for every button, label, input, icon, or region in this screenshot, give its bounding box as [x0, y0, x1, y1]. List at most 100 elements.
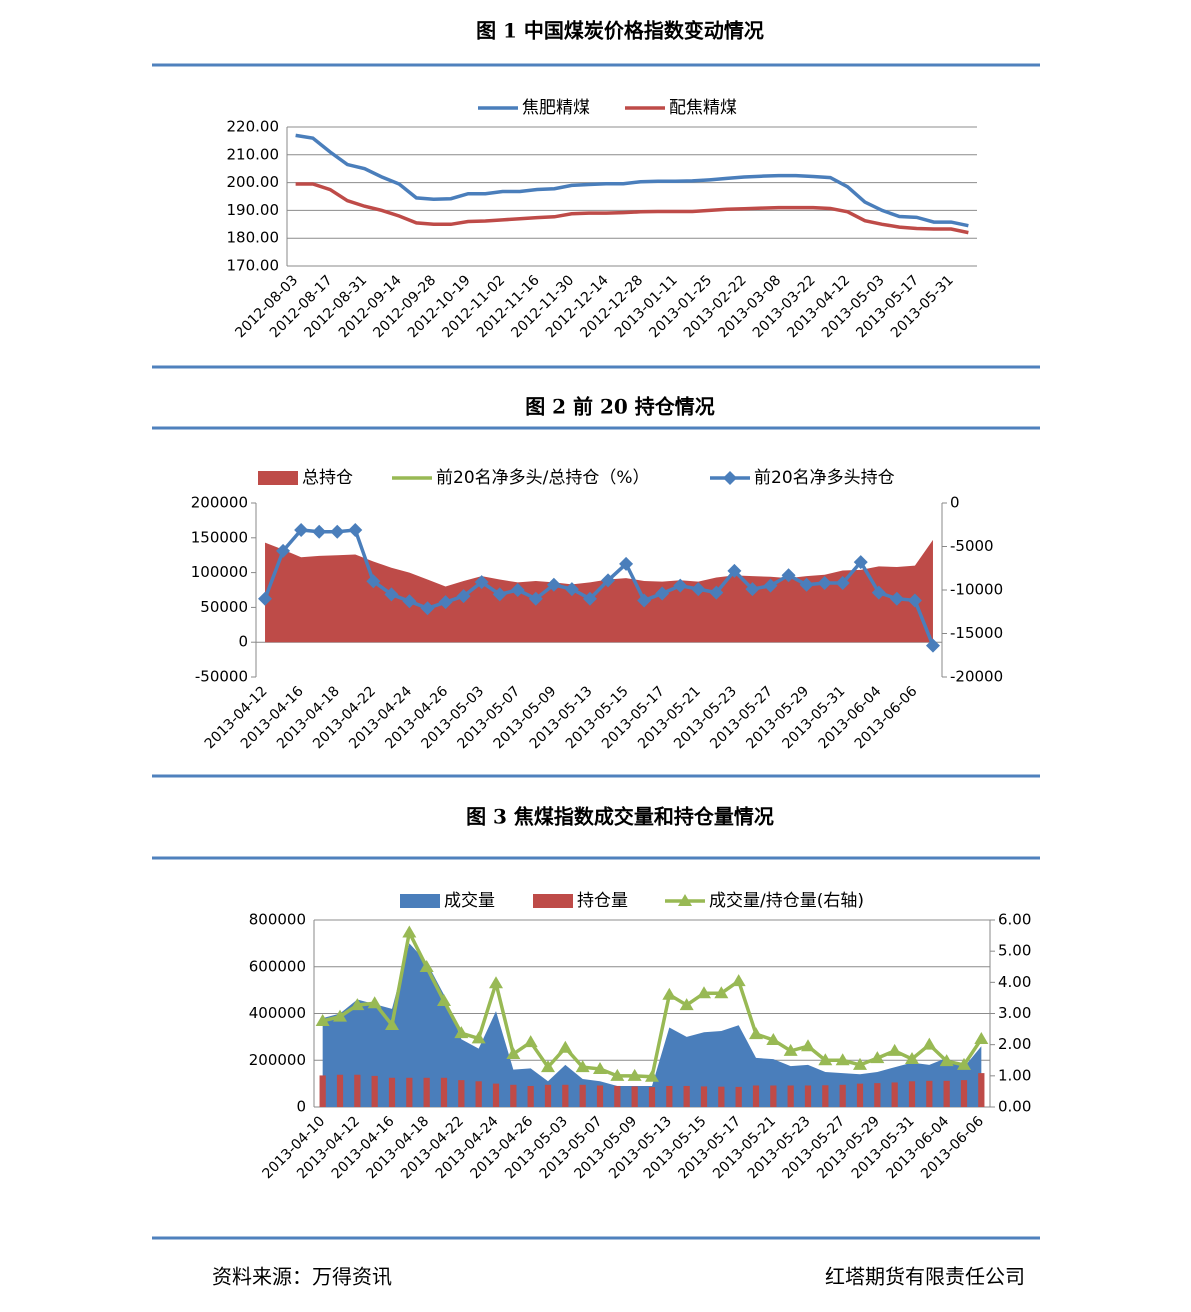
- marker: [870, 1051, 885, 1064]
- marker: [853, 1057, 867, 1070]
- bar: [874, 1083, 881, 1107]
- marker: [645, 1069, 659, 1082]
- bar: [544, 1084, 552, 1107]
- bar: [406, 1077, 413, 1107]
- bar: [614, 1085, 621, 1107]
- marker: [749, 1027, 763, 1040]
- marker: [384, 587, 399, 602]
- marker: [974, 1032, 989, 1045]
- y-tick-label: 200000: [191, 494, 248, 512]
- y-tick-label: 190.00: [227, 201, 280, 219]
- y2-tick-label: 1.00: [998, 1066, 1031, 1084]
- y-tick-label: 800000: [249, 911, 306, 929]
- marker: [333, 1009, 347, 1022]
- marker: [506, 1047, 521, 1060]
- bar: [926, 1080, 933, 1107]
- legend-swatch: [400, 894, 440, 908]
- bar: [510, 1084, 517, 1107]
- marker: [835, 576, 850, 591]
- bar: [839, 1084, 846, 1107]
- marker: [907, 593, 922, 608]
- y-tick-label: 210.00: [227, 145, 280, 163]
- legend-label: 配焦精煤: [669, 98, 737, 118]
- marker: [939, 1054, 954, 1067]
- bar: [735, 1086, 742, 1107]
- bar: [718, 1086, 725, 1107]
- bar: [354, 1074, 361, 1107]
- y2-tick-label: -20000: [950, 668, 1003, 686]
- legend-label: 总持仓: [302, 468, 353, 488]
- y-tick-label: 400000: [249, 1004, 306, 1022]
- marker: [799, 577, 814, 592]
- marker: [745, 582, 760, 597]
- figure-title: 图 1 中国煤炭价格指数变动情况: [476, 19, 764, 43]
- area: [322, 943, 982, 1107]
- y-tick-label: 100000: [191, 563, 248, 581]
- bar: [770, 1085, 777, 1107]
- marker: [887, 1043, 902, 1056]
- bar: [527, 1085, 534, 1107]
- bar: [943, 1080, 950, 1107]
- marker: [437, 994, 451, 1007]
- marker: [619, 556, 634, 571]
- marker: [727, 563, 742, 578]
- marker: [593, 1061, 607, 1074]
- bar: [319, 1075, 326, 1107]
- marker: [835, 1053, 850, 1066]
- bar: [440, 1077, 448, 1107]
- y2-tick-label: 4.00: [998, 973, 1031, 991]
- y-tick-label: 200.00: [227, 173, 280, 191]
- bar: [822, 1085, 829, 1107]
- marker: [925, 638, 940, 653]
- company: 红塔期货有限责任公司: [825, 1265, 1025, 1289]
- source: 资料来源：万得资讯: [212, 1265, 392, 1289]
- marker: [582, 591, 597, 606]
- marker: [818, 1053, 833, 1066]
- bar: [492, 1083, 500, 1107]
- marker: [783, 1043, 798, 1056]
- bar: [908, 1081, 916, 1107]
- y2-tick-label: 5.00: [998, 942, 1031, 960]
- marker: [801, 1039, 815, 1052]
- figure-title: 图 2 前 20 持仓情况: [525, 395, 715, 419]
- marker: [655, 586, 670, 601]
- line: [295, 133, 969, 228]
- bar: [631, 1086, 638, 1107]
- y-tick-label: 0: [238, 633, 248, 651]
- marker: [691, 582, 706, 597]
- marker: [510, 583, 525, 597]
- marker: [546, 577, 561, 592]
- y2-tick-label: -10000: [950, 581, 1003, 599]
- marker: [564, 582, 579, 597]
- marker: [471, 1031, 486, 1044]
- y-tick-label: 50000: [200, 598, 248, 616]
- bar: [978, 1073, 985, 1107]
- marker: [922, 1037, 937, 1050]
- marker: [575, 1060, 590, 1073]
- marker: [419, 960, 434, 973]
- y2-tick-label: 0: [950, 494, 960, 512]
- legend-label: 前20名净多头/总持仓（%）: [436, 468, 650, 488]
- bar: [960, 1080, 968, 1107]
- marker: [258, 591, 273, 606]
- marker: [957, 1057, 971, 1070]
- legend-label: 前20名净多头持仓: [754, 468, 895, 488]
- legend-label: 成交量: [444, 891, 495, 911]
- y2-tick-label: 6.00: [998, 911, 1031, 929]
- bar: [596, 1085, 604, 1107]
- marker: [456, 589, 471, 604]
- bar: [458, 1080, 465, 1107]
- bar: [475, 1081, 482, 1107]
- y2-tick-label: 2.00: [998, 1035, 1031, 1053]
- marker: [558, 1040, 573, 1053]
- legend-marker: [678, 894, 692, 906]
- legend-swatch: [258, 471, 298, 485]
- marker: [366, 574, 381, 589]
- marker: [714, 986, 729, 999]
- marker: [523, 1035, 538, 1048]
- marker: [315, 1013, 330, 1026]
- marker: [853, 555, 868, 570]
- marker: [905, 1052, 919, 1065]
- bar: [371, 1075, 378, 1107]
- bar: [423, 1077, 430, 1107]
